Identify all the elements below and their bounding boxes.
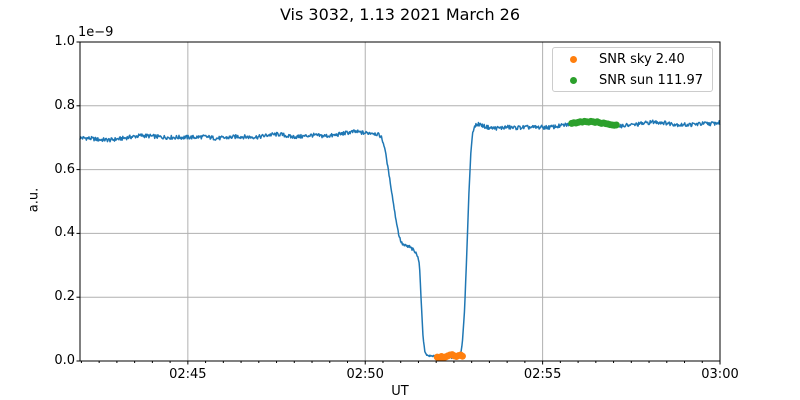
y-tick-label: 0.0 bbox=[54, 353, 75, 368]
x-axis-label: UT bbox=[391, 384, 409, 399]
legend-entry-sun: SNR sun 111.97 bbox=[553, 72, 712, 89]
y-tick-label: 0.8 bbox=[54, 97, 75, 113]
y-axis-offset-label: 1e−9 bbox=[78, 25, 114, 40]
x-tick-label: 02:50 bbox=[346, 367, 384, 382]
y-axis-label: a.u. bbox=[26, 187, 42, 213]
y-tick-label: 0.2 bbox=[54, 289, 75, 305]
chart-title: Vis 3032, 1.13 2021 March 26 bbox=[279, 5, 521, 24]
legend-entry-sky: SNR sky 2.40 bbox=[553, 51, 712, 68]
x-tick-label: 03:00 bbox=[701, 367, 739, 382]
legend-label-sky: SNR sky 2.40 bbox=[599, 51, 685, 67]
legend-label-sun: SNR sun 111.97 bbox=[599, 72, 704, 88]
sun-marker-icon bbox=[570, 76, 577, 84]
x-tick-label: 02:45 bbox=[169, 367, 207, 382]
legend: SNR sky 2.40 SNR sun 111.97 bbox=[552, 47, 713, 92]
y-tick-label: 1.0 bbox=[54, 34, 75, 49]
x-tick-label: 02:55 bbox=[523, 367, 562, 382]
y-tick-label: 0.4 bbox=[54, 225, 75, 241]
y-tick-label: 0.6 bbox=[54, 161, 75, 177]
sky-marker-icon bbox=[570, 55, 577, 63]
